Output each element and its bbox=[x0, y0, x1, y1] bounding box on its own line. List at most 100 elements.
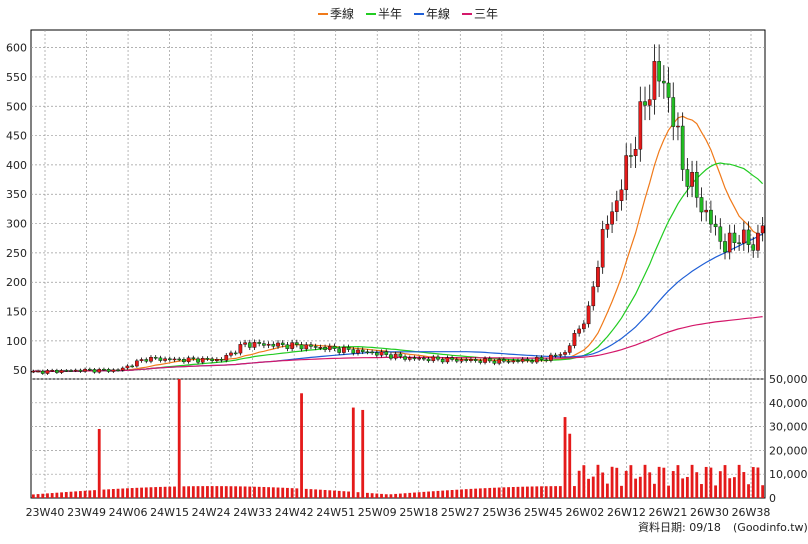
candle bbox=[200, 356, 205, 365]
candle bbox=[384, 349, 389, 357]
candle bbox=[694, 160, 699, 208]
candle-body bbox=[534, 357, 539, 363]
candle bbox=[469, 357, 473, 363]
candle-body bbox=[271, 343, 276, 347]
candle bbox=[219, 357, 224, 363]
candle bbox=[55, 368, 59, 374]
candle-body bbox=[407, 357, 412, 360]
volume-bar bbox=[286, 487, 289, 498]
volume-bar bbox=[60, 492, 63, 498]
candle bbox=[144, 357, 149, 364]
price-tick-label: 350 bbox=[6, 188, 27, 201]
candle bbox=[313, 343, 318, 351]
candle bbox=[69, 369, 73, 373]
candle-body bbox=[478, 360, 483, 363]
volume-bar bbox=[620, 485, 623, 498]
volume-tick-label: 20,000 bbox=[769, 444, 808, 457]
candle bbox=[97, 367, 102, 374]
candle bbox=[172, 356, 177, 362]
legend: 季線 半年 年線 三年 bbox=[318, 6, 498, 21]
volume-bar bbox=[243, 486, 247, 498]
candle bbox=[553, 352, 558, 358]
candle bbox=[652, 44, 657, 115]
x-tick-label: 23W49 bbox=[67, 506, 106, 519]
candle-body bbox=[158, 357, 163, 361]
volume-bar bbox=[591, 476, 595, 498]
volume-bar bbox=[596, 464, 600, 498]
candle bbox=[191, 355, 196, 361]
candle-body bbox=[671, 97, 676, 127]
candle bbox=[647, 84, 652, 121]
volume-bar bbox=[295, 488, 299, 498]
volume-bar bbox=[582, 465, 586, 498]
candle-body bbox=[139, 359, 144, 362]
candle bbox=[487, 356, 492, 363]
volume-bar bbox=[460, 489, 463, 498]
volume-bar bbox=[431, 491, 435, 498]
volume-bar bbox=[718, 471, 722, 498]
candle bbox=[87, 367, 92, 371]
volume-bar bbox=[502, 487, 506, 498]
volume-bar bbox=[483, 488, 487, 498]
volume-bar bbox=[271, 487, 275, 498]
candle-body bbox=[130, 365, 135, 368]
candle-body bbox=[31, 370, 36, 373]
candle bbox=[516, 358, 520, 364]
volume-bar bbox=[497, 487, 501, 498]
legend-label: 季線 bbox=[330, 6, 354, 21]
volume-bar bbox=[408, 492, 412, 498]
candle bbox=[210, 356, 214, 363]
candle-body bbox=[661, 80, 666, 84]
volume-bar bbox=[31, 494, 35, 498]
volume-bar bbox=[643, 464, 647, 498]
candle bbox=[196, 356, 200, 365]
volume-bar bbox=[634, 478, 638, 498]
price-tick-label: 300 bbox=[6, 218, 27, 231]
volume-bar bbox=[493, 487, 496, 498]
candle-body bbox=[360, 349, 365, 352]
candle-body bbox=[591, 286, 596, 307]
volume-bar bbox=[375, 493, 379, 498]
candle bbox=[633, 136, 638, 169]
candle-body bbox=[135, 360, 139, 367]
candle-body bbox=[614, 200, 619, 212]
candle-body bbox=[294, 342, 299, 345]
volume-bar bbox=[662, 467, 666, 498]
volume-bar bbox=[671, 471, 675, 498]
candle bbox=[262, 340, 266, 349]
volume-bar bbox=[168, 486, 172, 498]
volume-bar bbox=[304, 488, 308, 498]
volume-bar bbox=[436, 490, 440, 498]
candle bbox=[337, 346, 342, 355]
candle bbox=[737, 234, 741, 251]
candle-body bbox=[544, 359, 549, 361]
volume-bar bbox=[126, 488, 129, 498]
candle-body bbox=[111, 369, 116, 372]
volume-bar bbox=[690, 464, 694, 498]
ma-line bbox=[33, 316, 763, 373]
candle bbox=[525, 357, 530, 363]
volume-bar bbox=[601, 472, 605, 498]
candle-body bbox=[163, 358, 167, 361]
volume-bar bbox=[234, 486, 238, 498]
candle bbox=[619, 179, 624, 211]
candle-body bbox=[153, 357, 158, 359]
volume-bar bbox=[224, 486, 228, 498]
volume-bar bbox=[516, 486, 520, 498]
x-tick-label: 24W24 bbox=[192, 506, 231, 519]
volume-bar bbox=[220, 486, 223, 498]
candle-body bbox=[69, 370, 73, 372]
candle bbox=[83, 367, 87, 373]
candle bbox=[586, 301, 591, 328]
candle-body bbox=[59, 370, 64, 373]
candle-body bbox=[737, 242, 741, 244]
candle bbox=[638, 86, 643, 162]
volume-bar bbox=[102, 489, 106, 498]
x-tick-label: 24W15 bbox=[150, 506, 189, 519]
volume-bar bbox=[587, 478, 590, 498]
candle-body bbox=[473, 359, 478, 361]
candle-body bbox=[252, 342, 257, 348]
candle bbox=[304, 342, 309, 352]
volume-bar bbox=[653, 483, 656, 498]
candle-body bbox=[685, 169, 690, 187]
